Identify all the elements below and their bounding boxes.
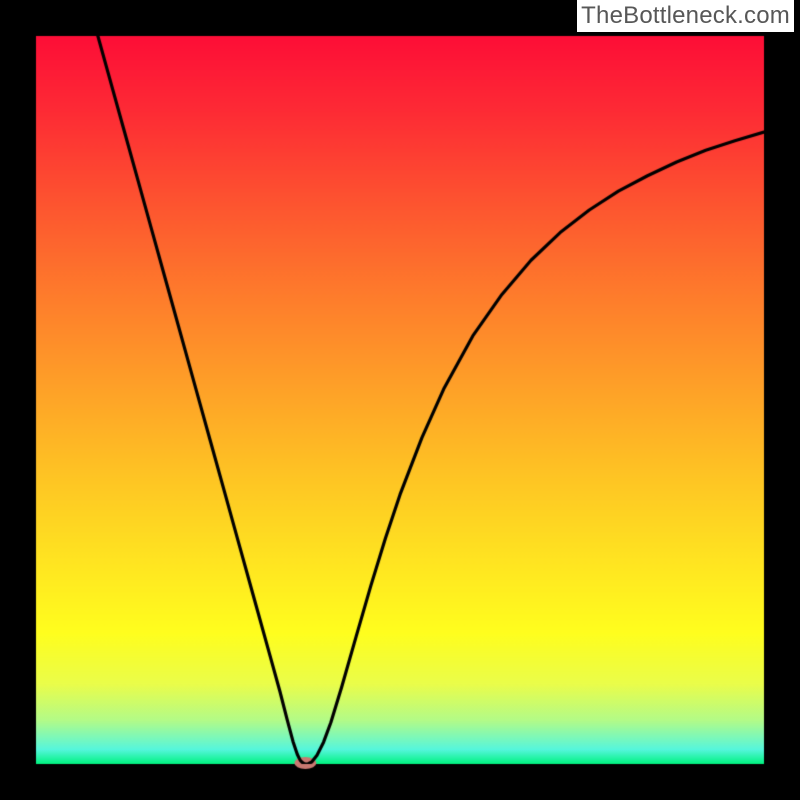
bottleneck-chart xyxy=(0,0,800,800)
chart-container: TheBottleneck.com xyxy=(0,0,800,800)
watermark-label: TheBottleneck.com xyxy=(577,0,794,32)
